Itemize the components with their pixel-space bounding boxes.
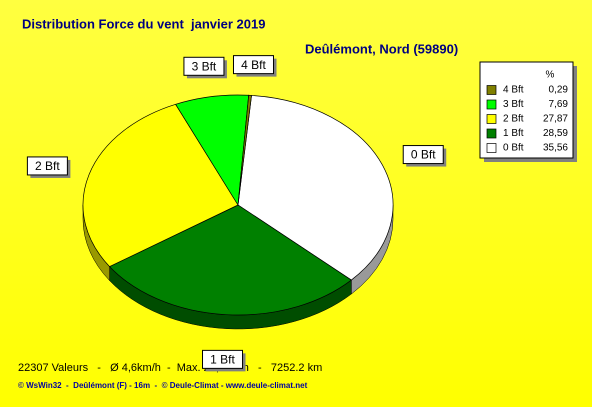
pie-slice <box>237 94 252 206</box>
legend-box <box>479 61 574 159</box>
slice-label-box <box>232 55 274 75</box>
chart-subtitle: Deûlémont, Nord (59890) <box>305 41 458 56</box>
slice-label-box <box>26 156 68 176</box>
slice-label: 1 Bft <box>210 353 235 367</box>
legend-swatch <box>486 143 497 153</box>
legend-swatch <box>486 99 497 110</box>
legend-label: 0 Bft <box>503 143 524 154</box>
slice-label-box <box>183 56 225 76</box>
legend-value: 35,56 <box>543 143 568 154</box>
legend-label: 1 Bft <box>503 128 524 139</box>
legend-swatch <box>486 128 497 139</box>
legend-header: % <box>546 70 555 81</box>
slice-label-box <box>202 349 244 369</box>
slice-label: 0 Bft <box>411 148 436 162</box>
legend-value: 7,69 <box>549 99 569 110</box>
legend-swatch <box>486 85 497 95</box>
legend-value: 27,87 <box>543 114 568 125</box>
slice-label: 3 Bft <box>192 59 217 73</box>
pie-slice <box>82 103 239 268</box>
footer: 22307 Valeurs - Ø 4,6km/h - Max. 25,6km/… <box>18 362 322 374</box>
legend-swatch <box>486 114 497 124</box>
legend-value: 0,29 <box>549 85 569 96</box>
legend-value: 28,59 <box>543 128 568 139</box>
pie-slice <box>109 204 352 316</box>
slice-label: 2 Bft <box>35 159 60 173</box>
legend-label: 4 Bft <box>503 85 524 96</box>
slice-label: 4 Bft <box>241 58 266 72</box>
pie-slice <box>237 95 394 281</box>
credits: © WsWin32 - Deûlémont (F) - 16m - © Deul… <box>18 381 308 390</box>
slice-label-box <box>402 145 444 165</box>
legend-label: 2 Bft <box>503 114 524 125</box>
legend-label: 3 Bft <box>503 99 524 110</box>
chart-title: Distribution Force du vent janvier 2019 <box>22 16 265 31</box>
